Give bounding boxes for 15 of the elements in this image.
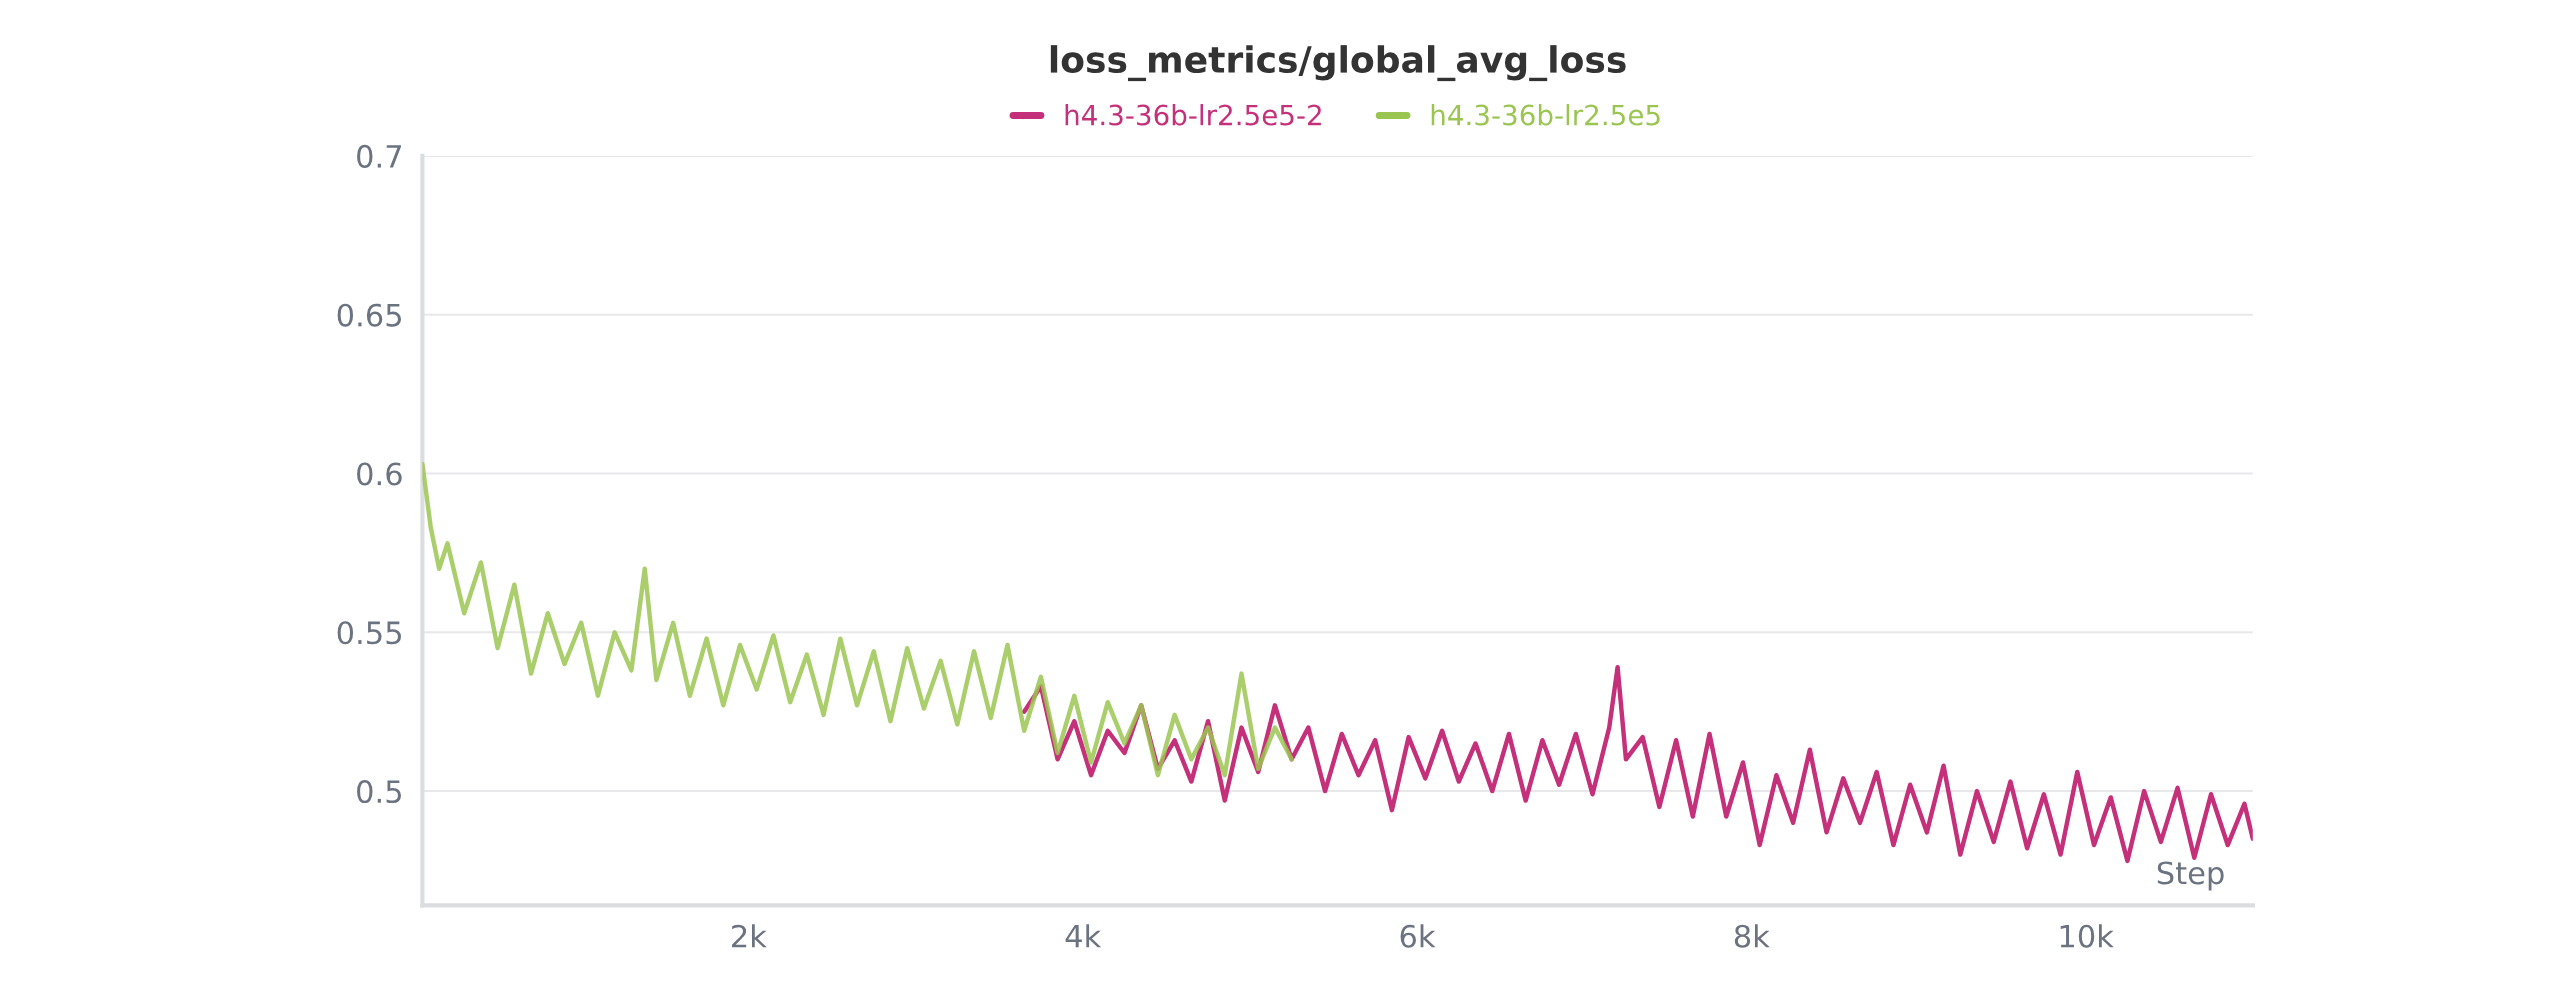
y-tick-label: 0.6 <box>357 462 402 486</box>
x-tick-label: 10k <box>2060 924 2114 948</box>
y-tick-label: 0.55 <box>337 621 401 645</box>
x-tick-label: 4k <box>1065 924 1102 948</box>
line-series <box>422 461 1294 778</box>
chart-title: loss_metrics/global_avg_loss <box>1050 45 1626 82</box>
x-tick-label: 2k <box>732 924 767 948</box>
legend-label: h4.3-36b-lr2.5e5-2 <box>1065 104 1321 126</box>
legend-label: h4.3-36b-lr2.5e5 <box>1431 104 1660 126</box>
x-axis-title: Step <box>2157 861 2224 891</box>
y-tick-label: 0.7 <box>357 144 402 168</box>
y-tick-label: 0.65 <box>337 303 401 327</box>
y-tick-label: 0.5 <box>357 780 401 804</box>
x-tick-label: 6k <box>1400 924 1436 948</box>
x-tick-label: 8k <box>1734 924 1770 948</box>
